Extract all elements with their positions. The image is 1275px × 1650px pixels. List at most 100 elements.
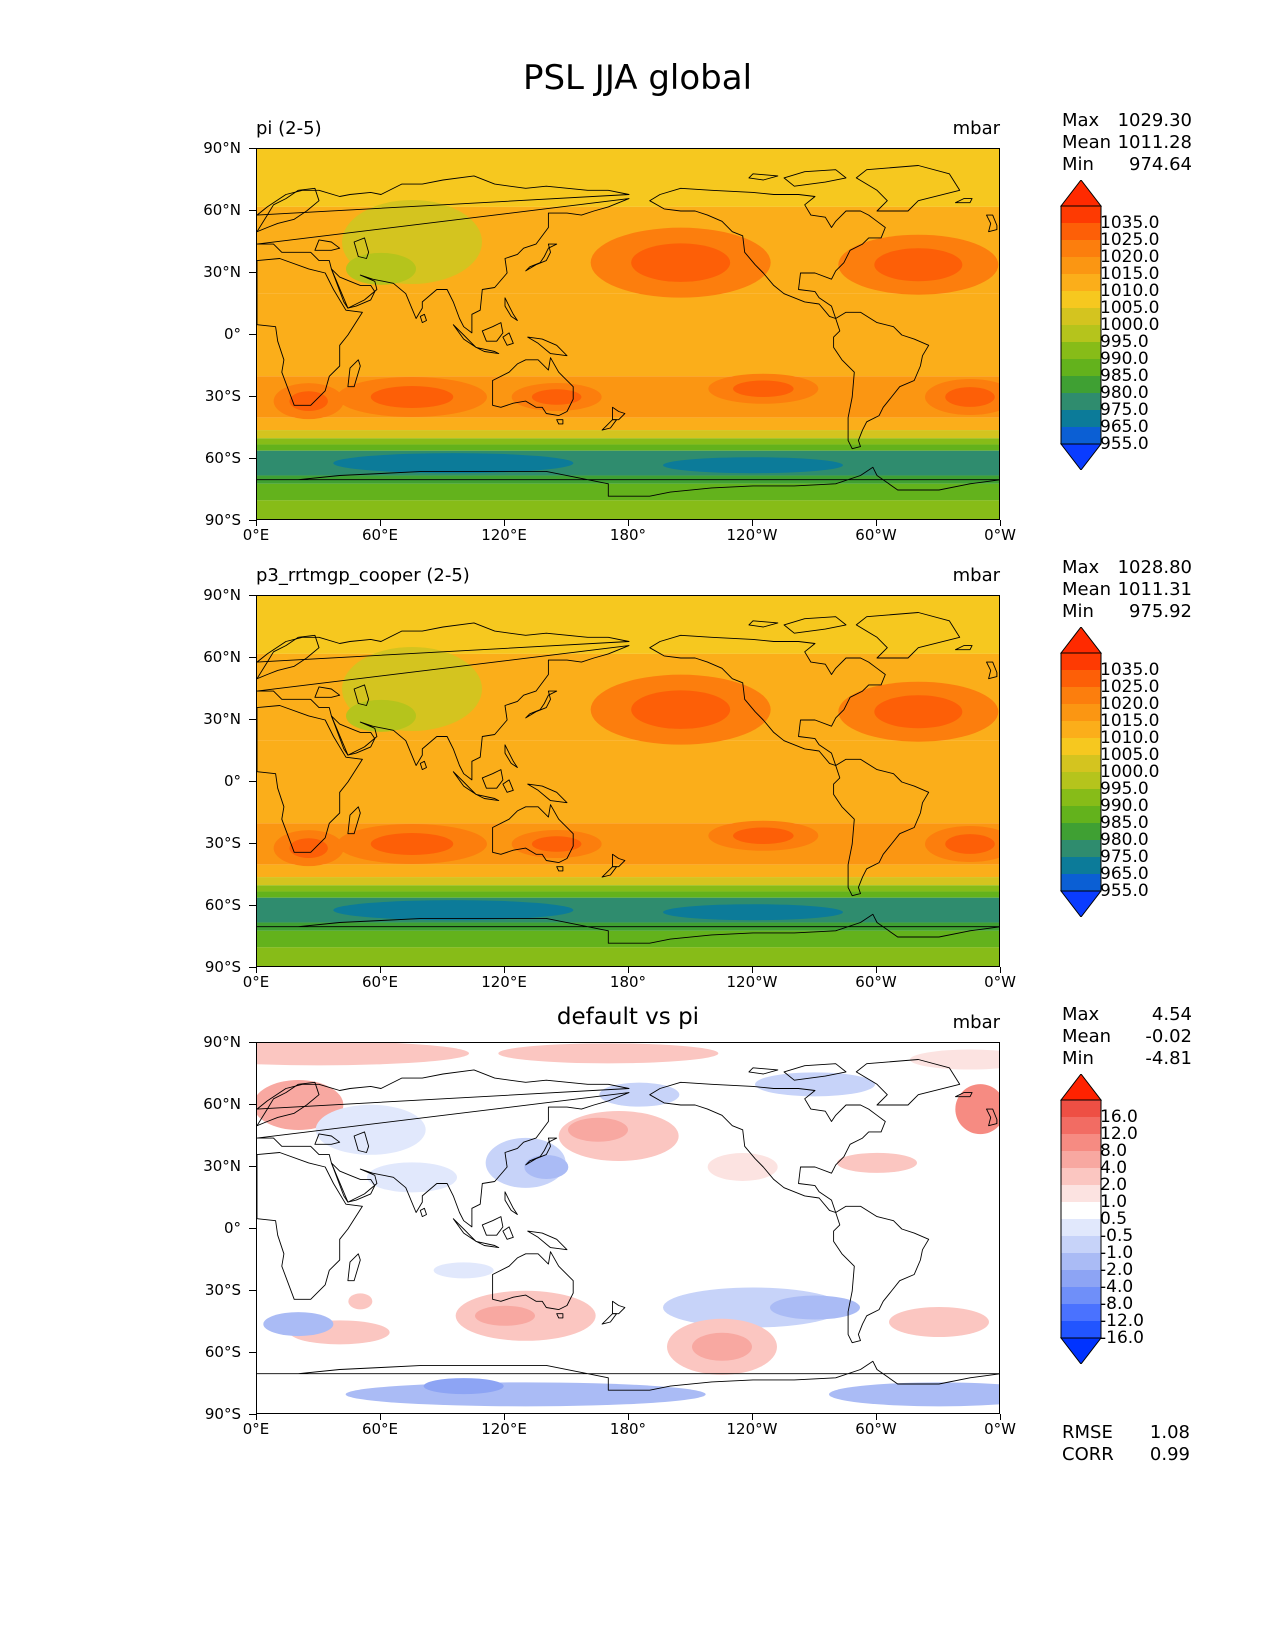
- panel-p3: p3_rrtmgp_cooper (2-5) mbar 90°N 60°N 30°N 0°…: [0, 557, 1275, 1035]
- stat-row: Min -4.81: [1062, 1048, 1192, 1070]
- colorbar-tick-label: -16.0: [1100, 1328, 1144, 1348]
- stat-row: CORR 0.99: [1062, 1444, 1190, 1466]
- lat-tick-mark: [249, 781, 256, 782]
- stat-value: 1011.31: [1117, 579, 1192, 600]
- colorbar-tick-label: 1010.0: [1100, 728, 1160, 748]
- panel-title: p3_rrtmgp_cooper (2-5): [256, 565, 470, 586]
- units-label: mbar: [952, 118, 1000, 139]
- lat-tick-mark: [249, 1104, 256, 1105]
- colorbar-tick-label: 965.0: [1100, 417, 1149, 437]
- lat-tick-label: 30°N: [203, 710, 241, 728]
- lon-tick-mark: [628, 1414, 629, 1420]
- colorbar-tick-label: 1015.0: [1100, 264, 1160, 284]
- stat-value: 1028.80: [1117, 557, 1192, 578]
- lat-tick-mark: [249, 334, 256, 335]
- lat-tick-label: 30°N: [203, 1157, 241, 1175]
- lat-tick-mark: [249, 272, 256, 273]
- lon-tick-label: 120°E: [481, 526, 527, 544]
- colorbar-tick-label: -12.0: [1100, 1311, 1144, 1331]
- lat-tick-mark: [249, 843, 256, 844]
- map-p3: [256, 595, 1000, 967]
- colorbar-tick-label: 8.0: [1100, 1141, 1128, 1161]
- colorbar-tick-label: 12.0: [1100, 1124, 1138, 1144]
- colorbar: [1059, 179, 1103, 471]
- colorbar-tick-label: -4.0: [1100, 1277, 1134, 1297]
- stat-value: 974.64: [1129, 154, 1192, 175]
- colorbar-tick-label: 1005.0: [1100, 298, 1160, 318]
- lon-tick-mark: [504, 520, 505, 526]
- stat-value: 0.99: [1149, 1444, 1190, 1465]
- lat-tick-label: 90°S: [204, 511, 241, 529]
- colorbar: [1059, 1073, 1103, 1365]
- stat-label: Max: [1062, 110, 1100, 131]
- colorbar-tick-label: -0.5: [1100, 1226, 1134, 1246]
- map-pi: [256, 148, 1000, 520]
- lat-tick-label: 60°S: [204, 1343, 241, 1361]
- lat-tick-mark: [249, 148, 256, 149]
- lat-tick-label: 60°N: [203, 1095, 241, 1113]
- stat-value: 1029.30: [1117, 110, 1192, 131]
- lon-tick-label: 180°: [609, 1420, 647, 1438]
- lon-tick-label: 60°E: [361, 1420, 399, 1438]
- colorbar-tick-label: 955.0: [1100, 881, 1149, 901]
- stat-value: 4.54: [1151, 1004, 1192, 1025]
- units-label: mbar: [952, 565, 1000, 586]
- colorbar-tick-label: -8.0: [1100, 1294, 1134, 1314]
- lat-tick-label: 60°N: [203, 201, 241, 219]
- colorbar-tick-label: 1.0: [1100, 1192, 1128, 1212]
- stat-row: RMSE 1.08: [1062, 1422, 1190, 1444]
- lon-tick-label: 0°W: [984, 973, 1016, 991]
- lat-tick-mark: [249, 396, 256, 397]
- stat-label: Mean: [1062, 1026, 1112, 1047]
- stats-box: Max 1029.30 Mean 1011.28 Min 974.64: [1062, 110, 1192, 176]
- lon-tick-label: 0°E: [242, 973, 270, 991]
- panel-pi: pi (2-5) mbar 90°N 60°N 30°N 0° 30°S 60°S 90°S 0°…: [0, 110, 1275, 588]
- lon-tick-label: 60°W: [855, 1420, 897, 1438]
- lon-tick-mark: [256, 1414, 257, 1420]
- stat-label: CORR: [1062, 1444, 1114, 1465]
- colorbar-tick-label: 980.0: [1100, 383, 1149, 403]
- colorbar-tick-label: 2.0: [1100, 1175, 1128, 1195]
- lon-tick-mark: [256, 520, 257, 526]
- lat-tick-mark: [249, 1352, 256, 1353]
- lon-tick-label: 0°E: [242, 526, 270, 544]
- lat-tick-mark: [249, 1166, 256, 1167]
- colorbar: [1059, 626, 1103, 918]
- lat-tick-mark: [249, 719, 256, 720]
- lat-tick-label: 90°N: [203, 586, 241, 604]
- stat-value: -0.02: [1145, 1026, 1192, 1047]
- stat-row: Mean 1011.31: [1062, 579, 1192, 601]
- stat-label: Min: [1062, 601, 1094, 622]
- stat-value: 975.92: [1129, 601, 1192, 622]
- colorbar-tick-label: 1005.0: [1100, 745, 1160, 765]
- lat-tick-mark: [249, 210, 256, 211]
- stat-row: Min 975.92: [1062, 601, 1192, 623]
- lat-tick-mark: [249, 1414, 256, 1415]
- lon-tick-mark: [628, 967, 629, 973]
- lon-tick-mark: [752, 520, 753, 526]
- lon-tick-mark: [876, 1414, 877, 1420]
- lat-tick-label: 0°: [223, 325, 241, 343]
- lon-tick-label: 120°E: [481, 1420, 527, 1438]
- lat-tick-label: 90°S: [204, 958, 241, 976]
- stat-label: Min: [1062, 1048, 1094, 1069]
- colorbar-tick-label: 16.0: [1100, 1107, 1138, 1127]
- stat-row: Max 4.54: [1062, 1004, 1192, 1026]
- lon-tick-label: 0°E: [242, 1420, 270, 1438]
- lat-tick-mark: [249, 1228, 256, 1229]
- lat-tick-label: 30°S: [204, 1281, 241, 1299]
- colorbar-tick-label: 985.0: [1100, 366, 1149, 386]
- stat-label: RMSE: [1062, 1422, 1113, 1443]
- colorbar-tick-label: 975.0: [1100, 847, 1149, 867]
- lon-tick-label: 120°W: [726, 973, 778, 991]
- colorbar-tick-label: 0.5: [1100, 1209, 1128, 1229]
- map-diff: [256, 1042, 1000, 1414]
- colorbar-tick-label: 1020.0: [1100, 247, 1160, 267]
- stat-label: Min: [1062, 154, 1094, 175]
- colorbar-tick-label: 1015.0: [1100, 711, 1160, 731]
- lat-tick-mark: [249, 595, 256, 596]
- lon-tick-label: 60°E: [361, 973, 399, 991]
- colorbar-tick-label: 1035.0: [1100, 660, 1160, 680]
- lat-tick-label: 90°S: [204, 1405, 241, 1423]
- colorbar-tick-label: 1020.0: [1100, 694, 1160, 714]
